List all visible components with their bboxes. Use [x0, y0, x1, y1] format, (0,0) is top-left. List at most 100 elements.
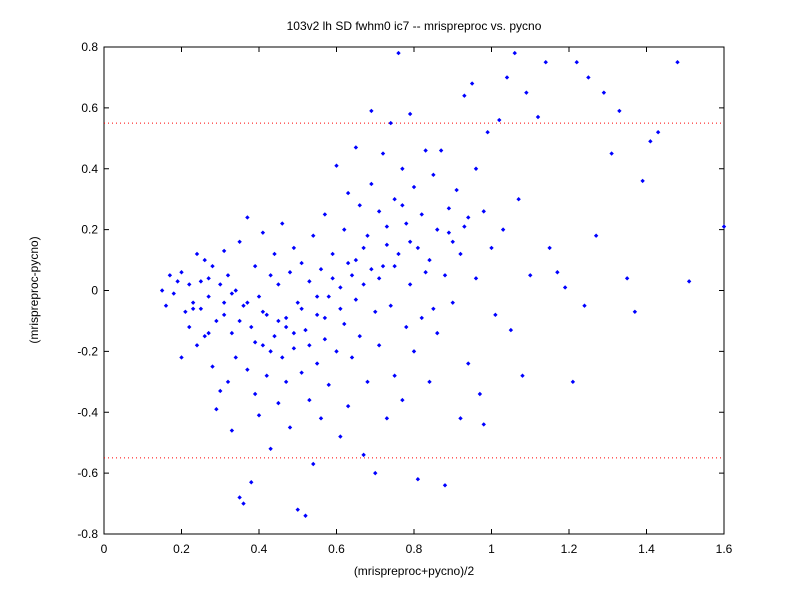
- data-point: [419, 212, 424, 217]
- data-point: [380, 263, 386, 269]
- data-point: [206, 330, 211, 336]
- x-tick-label: 0.6: [328, 542, 345, 556]
- data-point: [493, 312, 498, 318]
- data-point: [497, 117, 502, 123]
- data-point: [353, 145, 359, 150]
- data-point: [291, 330, 297, 336]
- data-point: [307, 279, 312, 284]
- data-point: [314, 361, 320, 366]
- data-point: [361, 245, 366, 251]
- y-axis-ticks: -0.8 -0.6 -0.4 -0.2 0 0.2 0.4 0.6 0.8: [77, 40, 724, 541]
- data-point: [218, 282, 223, 287]
- data-point: [287, 270, 293, 275]
- data-point: [322, 315, 328, 321]
- data-point: [384, 224, 390, 229]
- data-point: [632, 309, 638, 315]
- data-point: [361, 282, 366, 287]
- data-point: [225, 273, 231, 278]
- data-point: [415, 477, 421, 482]
- data-point: [481, 422, 486, 427]
- data-point: [655, 130, 661, 135]
- data-point: [245, 367, 250, 372]
- data-point: [609, 151, 614, 156]
- data-point: [280, 355, 285, 360]
- data-point: [260, 343, 266, 348]
- data-point: [295, 507, 300, 512]
- data-point: [187, 324, 192, 330]
- data-point: [376, 343, 382, 348]
- data-point: [237, 318, 242, 324]
- data-point: [675, 60, 680, 65]
- data-point: [268, 349, 273, 354]
- data-point: [179, 355, 184, 360]
- data-point: [214, 318, 219, 324]
- y-tick-label: 0.6: [81, 101, 98, 115]
- data-point: [431, 172, 436, 178]
- data-point: [303, 327, 308, 333]
- data-point: [229, 428, 235, 433]
- data-point: [512, 50, 517, 56]
- data-point: [342, 321, 347, 327]
- data-point: [570, 379, 576, 385]
- data-point: [373, 470, 378, 476]
- data-point: [462, 93, 467, 98]
- y-tick-label: 0: [91, 284, 98, 298]
- data-point: [287, 425, 293, 430]
- data-point: [369, 108, 374, 114]
- data-point: [322, 212, 328, 217]
- data-point: [221, 312, 227, 318]
- data-point: [404, 221, 409, 226]
- data-point: [221, 248, 227, 254]
- data-point: [400, 166, 405, 171]
- y-axis-label: (mrispreproc-pycno): [27, 236, 41, 343]
- chart-title: 103v2 lh SD fwhm0 ic7 -- mrispreproc vs.…: [287, 19, 542, 33]
- data-point: [407, 239, 413, 244]
- data-point: [295, 300, 300, 305]
- data-point: [237, 239, 242, 244]
- x-tick-label: 0.8: [406, 542, 423, 556]
- data-point: [431, 306, 436, 311]
- data-point: [252, 391, 258, 397]
- data-point: [384, 242, 390, 248]
- x-tick-label: 0.2: [173, 542, 190, 556]
- data-point: [438, 148, 444, 153]
- data-point: [260, 230, 266, 235]
- data-point: [268, 446, 273, 451]
- data-point: [190, 300, 196, 305]
- data-point: [640, 178, 645, 184]
- data-point: [229, 330, 235, 336]
- data-point: [307, 397, 312, 403]
- data-point: [407, 282, 413, 287]
- data-point: [237, 495, 242, 500]
- data-point: [342, 227, 347, 232]
- data-point: [466, 361, 471, 366]
- data-point: [574, 60, 579, 65]
- data-point: [555, 270, 560, 275]
- data-point: [365, 379, 370, 385]
- data-point: [388, 120, 393, 126]
- data-point: [314, 294, 320, 299]
- data-point: [400, 397, 405, 403]
- x-tick-label: 1.4: [638, 542, 655, 556]
- data-point: [520, 373, 525, 378]
- data-point: [194, 343, 200, 348]
- data-point: [249, 324, 254, 330]
- data-point: [256, 294, 262, 299]
- data-point: [357, 333, 362, 339]
- data-point: [415, 245, 421, 251]
- data-point: [202, 333, 207, 339]
- data-point: [322, 337, 328, 342]
- data-point: [400, 203, 405, 208]
- data-point: [229, 291, 235, 296]
- data-point: [392, 196, 397, 202]
- data-point: [407, 111, 413, 117]
- data-point: [299, 306, 304, 311]
- data-point: [218, 388, 223, 394]
- data-point: [194, 251, 200, 257]
- data-point: [617, 108, 622, 114]
- data-point: [338, 306, 343, 311]
- data-point: [349, 273, 355, 278]
- data-point: [648, 139, 653, 144]
- data-point: [524, 90, 529, 95]
